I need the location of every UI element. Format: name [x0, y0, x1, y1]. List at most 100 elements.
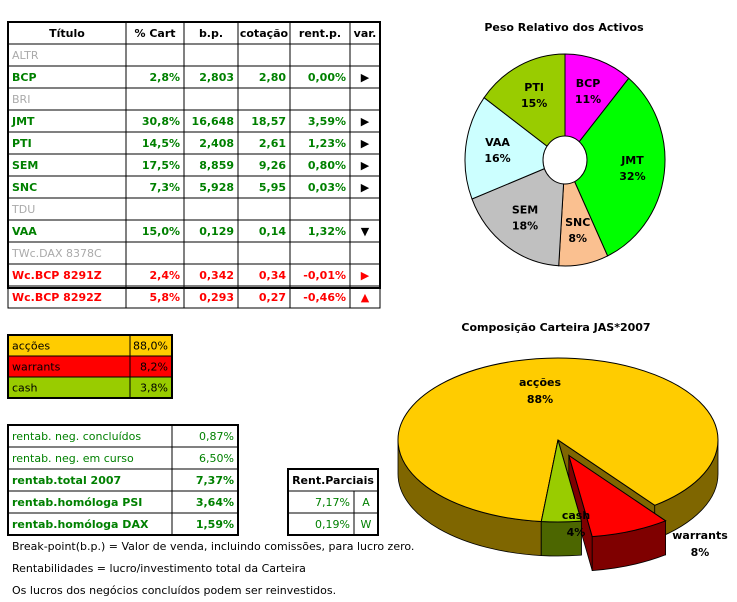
table-border — [7, 334, 173, 399]
table-cell — [349, 197, 381, 221]
cell-text: 0,03% — [308, 181, 346, 194]
table-border — [7, 424, 239, 536]
cell-text: PTI — [12, 137, 32, 150]
cell-text: SNC — [12, 181, 37, 194]
cell-text: 0,87% — [199, 430, 234, 443]
cell-text: ▶ — [361, 137, 370, 150]
cell-text: 7,17% — [315, 496, 350, 509]
cell-text: rentab. neg. concluídos — [12, 430, 141, 443]
cell-text: 5,928 — [199, 181, 234, 194]
cell-text: 3,8% — [140, 382, 168, 395]
table-cell — [237, 87, 291, 111]
cell-text: 5,95 — [259, 181, 286, 194]
cell-text: 14,5% — [142, 137, 180, 150]
cell-text: 3,64% — [196, 496, 234, 509]
table-cell — [237, 43, 291, 67]
slice-label: cash — [562, 509, 590, 522]
table-cell — [289, 87, 351, 111]
header-text: b.p. — [199, 27, 223, 40]
table-cell — [289, 197, 351, 221]
pie-slice — [564, 77, 666, 257]
cell-text: ▶ — [361, 181, 370, 194]
table-cell — [183, 87, 239, 111]
cell-text: 2,8% — [149, 71, 180, 84]
cell-text: ▶ — [361, 269, 370, 282]
cell-text: TWc.DAX 8378C — [11, 247, 102, 260]
table-cell — [183, 241, 239, 265]
slice-label: PTI — [524, 81, 544, 94]
cell-text: 0,34 — [259, 269, 286, 282]
cell-text: VAA — [12, 225, 37, 238]
cell-text: 6,50% — [199, 452, 234, 465]
pie-slice — [540, 439, 583, 523]
pie-slice — [567, 454, 667, 538]
table-border — [287, 468, 379, 536]
cell-text: 0,129 — [199, 225, 234, 238]
cell-text: 9,26 — [259, 159, 286, 172]
pie-slice — [471, 159, 566, 267]
cell-text: ▶ — [361, 159, 370, 172]
cell-text: acções — [12, 340, 50, 353]
slice-label: acções — [519, 376, 561, 389]
cell-text: BCP — [12, 71, 37, 84]
chart-title: Peso Relativo dos Activos — [484, 21, 644, 34]
cell-text: rentab.homóloga PSI — [12, 496, 142, 509]
cell-text: W — [361, 518, 372, 531]
table-cell — [349, 285, 381, 309]
pie-hole — [542, 135, 588, 185]
header-text: var. — [354, 27, 377, 40]
cell-text: 3,59% — [308, 115, 346, 128]
cell-text: Wc.BCP 8291Z — [12, 269, 102, 282]
table-cell — [125, 43, 185, 67]
cell-text: BRI — [12, 93, 30, 106]
cell-text: A — [362, 496, 370, 509]
cell-text: TDU — [11, 203, 35, 216]
slice-label: BCP — [576, 77, 601, 90]
cell-text: ▼ — [361, 225, 370, 238]
slice-value: 4% — [567, 526, 586, 539]
cell-text: 16,648 — [192, 115, 234, 128]
slice-label: warrants — [672, 529, 728, 542]
cell-text: Rent.Parciais — [292, 474, 374, 487]
cell-text: 1,23% — [308, 137, 346, 150]
pie-slice — [464, 96, 566, 200]
cell-text: ▲ — [361, 291, 370, 304]
cell-text: 0,293 — [199, 291, 234, 304]
header-text: Título — [49, 27, 85, 40]
cell-text: 0,00% — [308, 71, 346, 84]
cell-text: 8,859 — [199, 159, 234, 172]
cell-text: warrants — [12, 361, 61, 374]
slice-label: VAA — [485, 136, 510, 149]
cell-text: JMT — [11, 115, 35, 128]
table-cell — [237, 241, 291, 265]
cell-text: ▶ — [361, 71, 370, 84]
cell-text: 5,8% — [149, 291, 180, 304]
table-cell — [183, 43, 239, 67]
table-cell — [349, 43, 381, 67]
header-text: cotação — [240, 27, 289, 40]
cell-text: SEM — [12, 159, 38, 172]
cell-text: 0,14 — [259, 225, 286, 238]
note: Break-point(b.p.) = Valor de venda, incl… — [12, 540, 414, 553]
cell-text: 0,27 — [259, 291, 286, 304]
cell-text: 88,0% — [133, 340, 168, 353]
slice-value: 16% — [484, 152, 510, 165]
cell-text: ▶ — [361, 115, 370, 128]
header-text: rent.p. — [299, 27, 341, 40]
slice-label: SNC — [565, 216, 590, 229]
slice-value: 18% — [512, 219, 538, 232]
table-border — [7, 21, 381, 289]
cell-text: rentab.total 2007 — [12, 474, 121, 487]
chart-title: Composição Carteira JAS*2007 — [461, 321, 650, 334]
cell-text: 8,2% — [140, 361, 168, 374]
cell-text: 17,5% — [142, 159, 180, 172]
slice-value: 15% — [521, 97, 547, 110]
cell-text: -0,46% — [303, 291, 346, 304]
table-cell — [349, 241, 381, 265]
pie-slice — [483, 53, 566, 162]
cell-text: 1,59% — [196, 518, 234, 531]
cell-text: 0,342 — [199, 269, 234, 282]
table-cell — [237, 197, 291, 221]
cell-text: 7,37% — [196, 474, 234, 487]
